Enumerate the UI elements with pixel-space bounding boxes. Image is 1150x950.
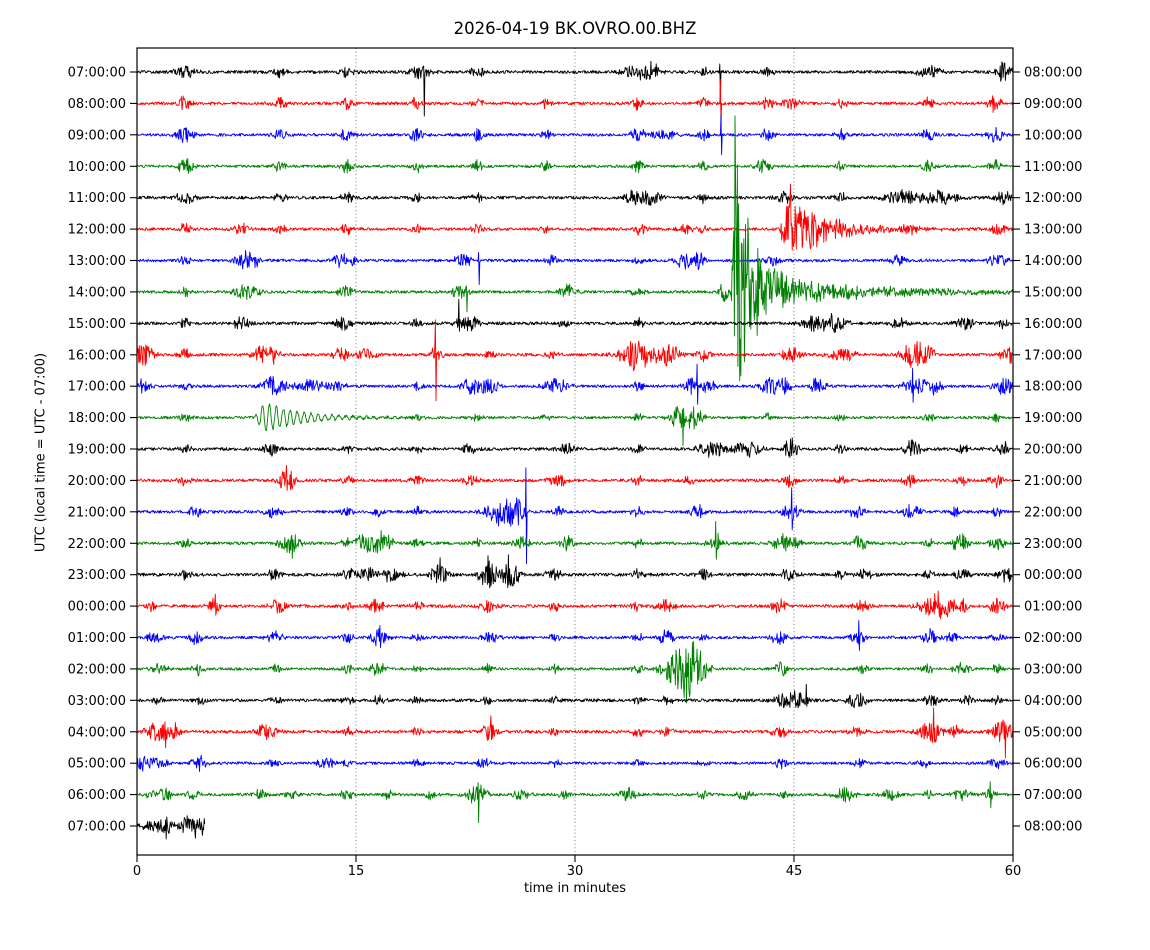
row-label-local-13: 21:00:00 [1024, 474, 1082, 489]
row-label-local-17: 01:00:00 [1024, 600, 1082, 615]
row-label-local-24: 08:00:00 [1024, 820, 1082, 835]
seismo-trace-row-20 [136, 683, 1014, 709]
row-label-utc-10: 17:00:00 [68, 380, 126, 395]
row-label-local-16: 00:00:00 [1024, 568, 1082, 583]
x-tick-label-15: 15 [347, 864, 365, 879]
row-label-local-19: 03:00:00 [1024, 662, 1082, 677]
figure-title: 2026-04-19 BK.OVRO.00.BHZ [453, 19, 697, 38]
row-label-local-2: 10:00:00 [1024, 128, 1082, 143]
row-label-utc-5: 12:00:00 [68, 223, 126, 238]
row-label-utc-14: 21:00:00 [68, 505, 126, 520]
seismo-trace-row-6 [136, 249, 1014, 285]
row-label-local-9: 17:00:00 [1024, 348, 1082, 363]
row-label-utc-6: 13:00:00 [68, 254, 126, 269]
seismo-trace-row-2 [136, 114, 1014, 156]
x-tick-label-30: 30 [566, 864, 584, 879]
seismo-trace-row-24 [136, 815, 206, 840]
row-label-local-21: 05:00:00 [1024, 725, 1082, 740]
row-label-utc-16: 23:00:00 [68, 568, 126, 583]
row-label-utc-17: 00:00:00 [68, 600, 126, 615]
seismo-trace-row-16 [136, 554, 1014, 589]
row-label-local-14: 22:00:00 [1024, 505, 1082, 520]
row-label-local-1: 09:00:00 [1024, 97, 1082, 112]
row-label-local-20: 04:00:00 [1024, 694, 1082, 709]
seismo-trace-row-4 [136, 188, 1014, 206]
row-label-local-7: 15:00:00 [1024, 285, 1082, 300]
seismo-trace-row-17 [136, 590, 1014, 620]
row-label-local-0: 08:00:00 [1024, 66, 1082, 81]
row-label-local-6: 14:00:00 [1024, 254, 1082, 269]
row-label-utc-8: 15:00:00 [68, 317, 126, 332]
seismo-trace-row-13 [136, 464, 1014, 491]
seismo-trace-row-5 [136, 183, 1014, 251]
seismo-trace-row-19 [136, 641, 1014, 704]
seismo-trace-row-23 [136, 781, 1014, 824]
row-label-local-8: 16:00:00 [1024, 317, 1082, 332]
row-label-utc-21: 04:00:00 [68, 725, 126, 740]
row-label-utc-4: 11:00:00 [68, 191, 126, 206]
row-label-utc-11: 18:00:00 [68, 411, 126, 426]
seismo-trace-row-11 [136, 403, 1014, 447]
x-tick-label-45: 45 [785, 864, 803, 879]
row-label-local-12: 20:00:00 [1024, 443, 1082, 458]
row-label-local-15: 23:00:00 [1024, 537, 1082, 552]
row-label-local-23: 07:00:00 [1024, 788, 1082, 803]
seismo-trace-row-22 [136, 754, 1014, 772]
row-label-utc-22: 05:00:00 [68, 757, 126, 772]
row-label-local-10: 18:00:00 [1024, 380, 1082, 395]
seismo-trace-row-7 [136, 115, 1014, 382]
seismo-trace-row-10 [136, 363, 1014, 405]
seismo-trace-row-8 [136, 298, 1014, 333]
row-label-utc-15: 22:00:00 [68, 537, 126, 552]
row-label-utc-23: 06:00:00 [68, 788, 126, 803]
row-label-local-5: 13:00:00 [1024, 223, 1082, 238]
row-label-local-4: 12:00:00 [1024, 191, 1082, 206]
seismo-trace-row-14 [136, 467, 1014, 565]
row-label-utc-9: 16:00:00 [68, 348, 126, 363]
row-label-local-11: 19:00:00 [1024, 411, 1082, 426]
x-tick-label-0: 0 [132, 864, 142, 879]
row-label-utc-7: 14:00:00 [68, 285, 126, 300]
row-label-utc-13: 20:00:00 [68, 474, 126, 489]
row-label-utc-2: 09:00:00 [68, 128, 126, 143]
row-label-utc-3: 10:00:00 [68, 160, 126, 175]
row-label-utc-12: 19:00:00 [68, 443, 126, 458]
x-tick-label-60: 60 [1004, 864, 1022, 879]
seismo-trace-row-15 [136, 520, 1014, 560]
seismo-trace-row-0 [136, 60, 1014, 117]
seismo-trace-row-21 [136, 707, 1014, 759]
row-label-utc-20: 03:00:00 [68, 694, 126, 709]
row-label-utc-24: 07:00:00 [68, 820, 126, 835]
row-label-utc-19: 02:00:00 [68, 662, 126, 677]
row-label-local-3: 11:00:00 [1024, 160, 1082, 175]
row-label-utc-0: 07:00:00 [68, 66, 126, 81]
row-label-local-22: 06:00:00 [1024, 757, 1082, 772]
seismo-trace-row-12 [136, 437, 1014, 458]
seismo-trace-row-1 [136, 78, 1014, 126]
x-axis-label: time in minutes [523, 881, 627, 896]
row-label-local-18: 02:00:00 [1024, 631, 1082, 646]
seismo-trace-row-18 [136, 620, 1014, 651]
seismo-trace-row-9 [136, 319, 1014, 402]
row-label-utc-18: 01:00:00 [68, 631, 126, 646]
row-label-utc-1: 08:00:00 [68, 97, 126, 112]
seismo-trace-row-3 [136, 158, 1014, 174]
